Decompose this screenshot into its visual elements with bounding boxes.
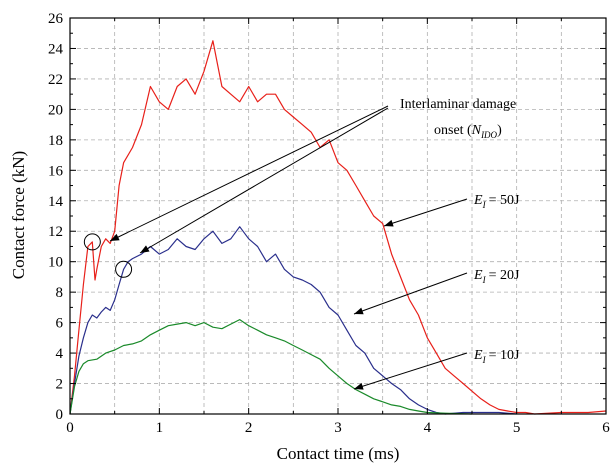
damage-onset-annotation: Interlaminar damage onset (NIDO) (400, 97, 516, 140)
y-tick-label: 8 (56, 285, 64, 301)
y-tick-label: 26 (48, 11, 64, 27)
y-tick-label: 12 (48, 224, 63, 240)
damage-onset-marker-20j (115, 260, 133, 278)
svg-text:EI= 20J: EI = 20J (473, 268, 520, 285)
damage-arrow-50j-head (110, 233, 120, 241)
y-axis-label: Contact force (kN) (9, 151, 28, 279)
damage-onset-label: onset (NIDO) (434, 123, 502, 140)
arrow-10j (353, 352, 468, 390)
damage-arrow-20j-head (140, 245, 150, 253)
series-layer (69, 40, 607, 415)
x-tick-label: 3 (334, 420, 342, 436)
y-tick-label: 22 (48, 72, 63, 88)
arrow-10j-head (354, 382, 364, 390)
y-tick-label: 2 (56, 377, 64, 393)
arrow-20j (353, 272, 468, 315)
ticks (69, 17, 607, 415)
damage-title: Interlaminar damage (400, 97, 516, 112)
grid (70, 18, 606, 414)
y-tick-label: 18 (48, 133, 63, 149)
arrow-50j (383, 198, 468, 227)
y-tick-label: 4 (56, 346, 64, 362)
y-tick-label: 20 (48, 102, 63, 118)
y-tick-label: 6 (56, 316, 64, 332)
x-axis-label: Contact time (ms) (277, 444, 400, 463)
y-tick-label: 16 (48, 163, 64, 179)
series-line-0 (69, 40, 607, 415)
svg-text:EI= 50J: EI = 50J (473, 193, 520, 210)
x-tick-label: 0 (66, 420, 74, 436)
damage-arrow-20j (139, 107, 389, 254)
y-tick-label: 14 (48, 194, 64, 210)
annotation-arrows (109, 105, 468, 390)
y-tick-label: 10 (48, 255, 63, 271)
damage-arrow-50j (109, 105, 389, 242)
energy-label-10: EI = 10J (473, 348, 520, 365)
x-tick-label: 5 (513, 420, 521, 436)
svg-text:EI= 10J: EI = 10J (473, 348, 520, 365)
y-tick-label: 24 (48, 41, 64, 57)
arrow-50j-head (384, 219, 394, 227)
series-line-2 (69, 319, 473, 415)
energy-label-20: EI = 20J (473, 268, 520, 285)
arrow-20j-head (354, 307, 364, 315)
x-tick-label: 6 (602, 420, 610, 436)
series-line-1 (69, 226, 517, 415)
y-tick-label: 0 (56, 407, 64, 423)
x-tick-label: 4 (424, 420, 432, 436)
x-tick-label: 1 (156, 420, 164, 436)
x-tick-label: 2 (245, 420, 253, 436)
energy-label-50: EI = 50J (473, 193, 520, 210)
damage-onset-marker-50j (83, 233, 101, 251)
